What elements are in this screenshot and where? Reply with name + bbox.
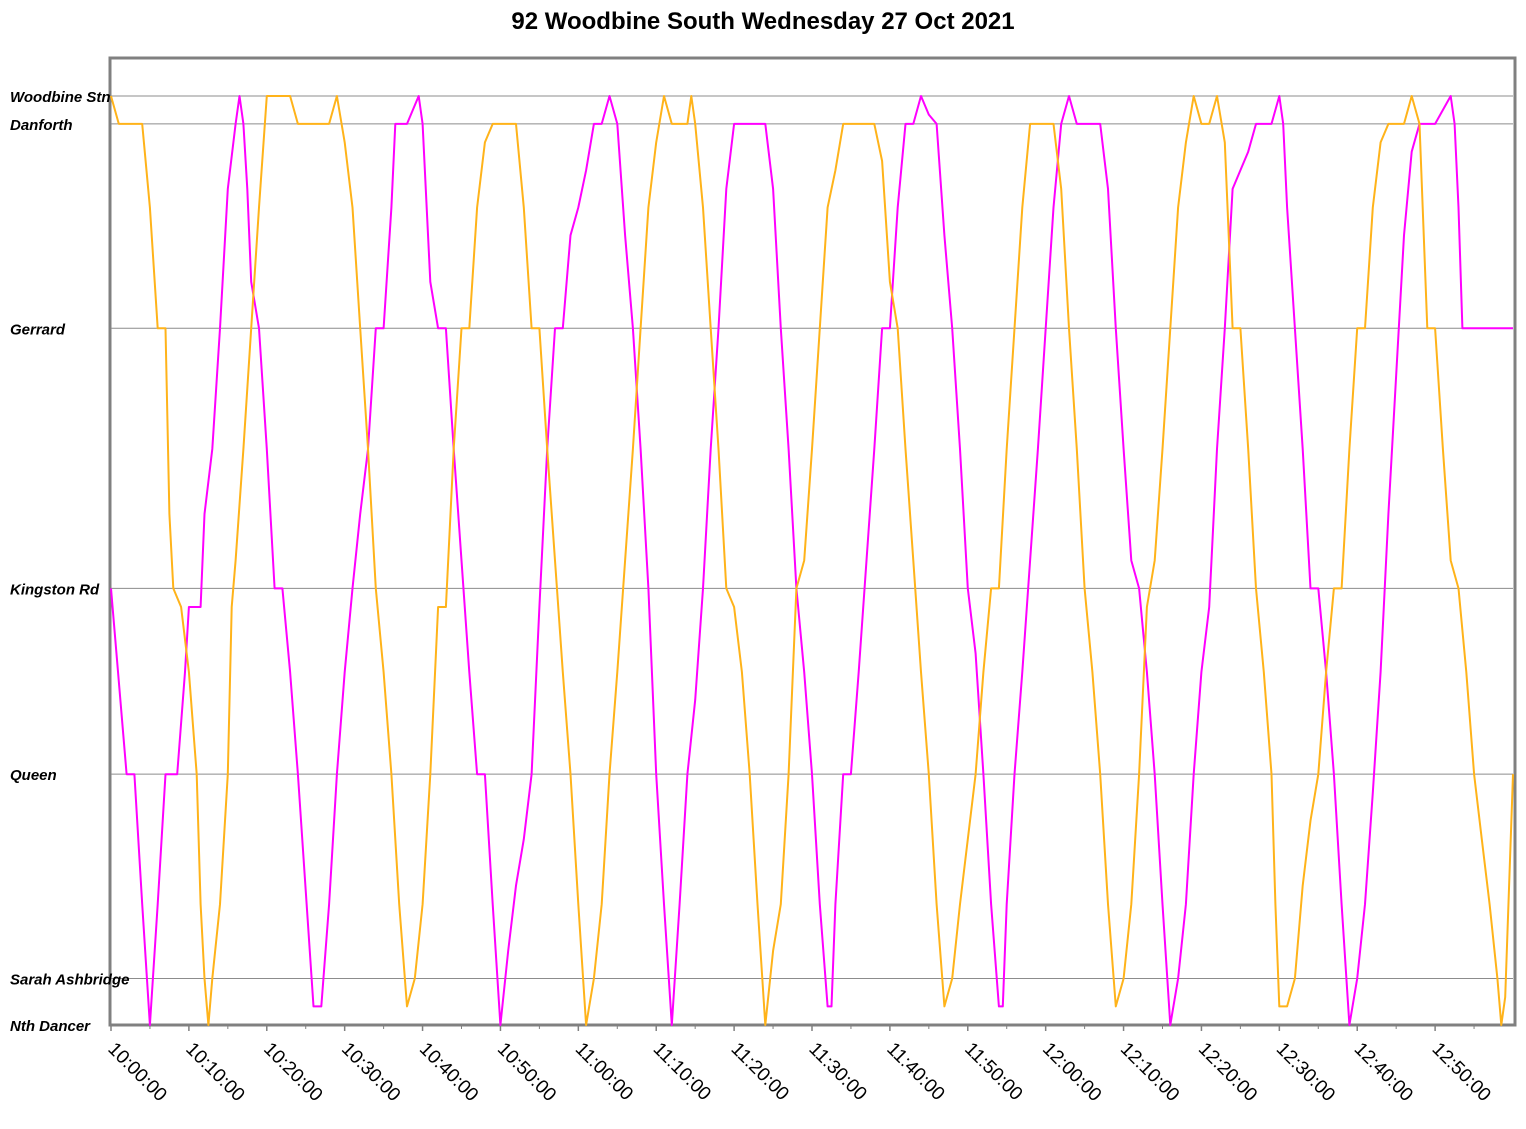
- stop-label: Gerrard: [10, 321, 66, 338]
- x-tick-label: 10:10:00: [181, 1039, 248, 1106]
- chart-title: 92 Woodbine South Wednesday 27 Oct 2021: [511, 8, 1015, 35]
- x-tick-label: 12:30:00: [1272, 1039, 1339, 1106]
- x-tick-label: 10:30:00: [337, 1039, 404, 1106]
- x-tick-label: 10:40:00: [415, 1039, 482, 1106]
- x-tick-label: 12:00:00: [1038, 1039, 1105, 1106]
- series-line-0: [110, 95, 1513, 1026]
- x-tick-label: 12:40:00: [1350, 1039, 1417, 1106]
- x-tick-label: 10:20:00: [259, 1039, 326, 1106]
- x-axis-ticks: [110, 1025, 1475, 1031]
- x-tick-label: 10:00:00: [103, 1039, 170, 1106]
- x-tick-label: 12:20:00: [1194, 1039, 1261, 1106]
- x-tick-label: 11:00:00: [571, 1039, 637, 1105]
- x-tick-label: 11:20:00: [727, 1039, 793, 1105]
- stop-labels: Woodbine Stn Danforth Gerrard Kingston Rd Qu…: [10, 89, 129, 1035]
- x-axis-labels: 10:00:00 10:10:00 10:20:00 10:30:00 10:40:00…: [103, 1039, 1494, 1106]
- stop-label: Kingston Rd: [10, 581, 100, 598]
- stop-label: Nth Dancer: [10, 1018, 91, 1035]
- x-tick-label: 10:50:00: [493, 1039, 560, 1106]
- stop-label: Sarah Ashbridge: [10, 972, 129, 989]
- x-tick-label: 11:40:00: [882, 1039, 948, 1105]
- series-line-1: [110, 95, 1514, 1026]
- x-tick-label: 12:50:00: [1428, 1039, 1495, 1106]
- x-tick-label: 12:10:00: [1116, 1039, 1183, 1106]
- stop-label: Danforth: [10, 117, 73, 134]
- x-tick-label: 11:30:00: [804, 1039, 870, 1105]
- stop-label: Woodbine Stn: [10, 89, 111, 106]
- plot-frame: [108, 56, 1517, 1027]
- x-tick-label: 11:50:00: [960, 1039, 1026, 1105]
- stop-label: Queen: [10, 767, 57, 784]
- series-lines: [110, 95, 1514, 1026]
- x-tick-label: 11:10:00: [649, 1039, 715, 1105]
